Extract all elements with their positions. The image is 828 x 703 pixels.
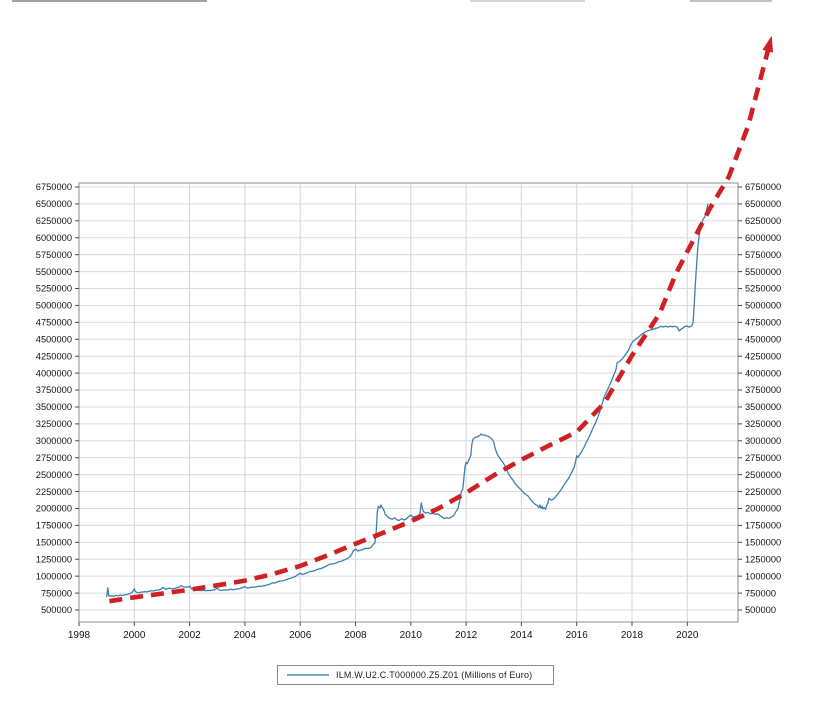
y-axis-tick-label-left: 5750000 [36, 250, 72, 260]
y-axis-tick-label-right: 5750000 [745, 250, 781, 260]
x-axis-tick-label: 2000 [123, 630, 146, 641]
y-axis-tick-label-left: 2750000 [36, 453, 72, 463]
y-axis-tick-label-left: 5500000 [36, 267, 72, 277]
y-axis-tick-label-right: 6500000 [745, 199, 781, 209]
legend-series-label: ILM.W.U2.C.T000000.Z5.Z01 (Millions of E… [336, 670, 533, 680]
y-axis-tick-label-left: 6000000 [36, 233, 72, 243]
y-axis-tick-label-right: 1250000 [745, 554, 781, 564]
y-axis-tick-label-left: 1500000 [36, 538, 72, 548]
y-axis-tick-label-left: 1250000 [36, 554, 72, 564]
y-axis-tick-label-right: 3000000 [745, 436, 781, 446]
y-axis-tick-label-right: 3750000 [745, 385, 781, 395]
clipped-title-remnant [470, 0, 585, 2]
x-axis-tick-label: 2008 [344, 630, 367, 641]
x-axis-tick-label: 2020 [676, 630, 699, 641]
y-axis-tick-label-right: 2750000 [745, 453, 781, 463]
y-axis-tick-label-left: 500000 [41, 605, 72, 615]
y-axis-tick-label-left: 3000000 [36, 436, 72, 446]
y-axis-tick-label-right: 4500000 [745, 334, 781, 344]
plot-border [78, 182, 739, 623]
y-axis-tick-label-left: 6750000 [36, 182, 72, 192]
clipped-title-remnant [690, 0, 772, 2]
x-axis-tick-label: 2012 [455, 630, 478, 641]
x-axis-tick-label: 2016 [566, 630, 589, 641]
y-axis-tick-label-right: 4250000 [745, 351, 781, 361]
y-axis-tick-label-left: 4500000 [36, 334, 72, 344]
y-axis-tick-label-left: 6250000 [36, 216, 72, 226]
y-axis-tick-label-left: 6500000 [36, 199, 72, 209]
y-axis-tick-label-left: 1750000 [36, 521, 72, 531]
x-axis-tick-label: 2004 [234, 630, 257, 641]
x-axis-tick-label: 2010 [400, 630, 423, 641]
y-axis-tick-label-right: 6250000 [745, 216, 781, 226]
x-axis-tick-label: 2002 [178, 630, 201, 641]
y-axis-tick-label-right: 1750000 [745, 521, 781, 531]
y-axis-tick-label-right: 2500000 [745, 470, 781, 480]
y-axis-tick-label-right: 2000000 [745, 504, 781, 514]
trend-arrowhead-icon [762, 35, 773, 53]
y-axis-tick-label-right: 2250000 [745, 487, 781, 497]
legend: ILM.W.U2.C.T000000.Z5.Z01 (Millions of E… [277, 665, 554, 685]
x-axis-tick-label: 2018 [621, 630, 644, 641]
y-axis-tick-label-right: 3250000 [745, 419, 781, 429]
y-axis-tick-label-left: 4250000 [36, 351, 72, 361]
x-axis-tick-label: 2006 [289, 630, 312, 641]
y-axis-tick-label-right: 4750000 [745, 318, 781, 328]
y-axis-tick-label-right: 3500000 [745, 402, 781, 412]
y-axis-tick-label-left: 3250000 [36, 419, 72, 429]
y-axis-tick-label-right: 750000 [745, 588, 776, 598]
clipped-title-remnant [12, 0, 207, 2]
y-axis-tick-label-left: 3750000 [36, 385, 72, 395]
y-axis-tick-label-right: 4000000 [745, 368, 781, 378]
y-axis-tick-label-right: 6000000 [745, 233, 781, 243]
trend-arrow-line [109, 40, 773, 604]
y-axis-tick-label-left: 750000 [41, 588, 72, 598]
x-axis-tick-label: 1998 [68, 630, 91, 641]
y-axis-tick-label-left: 2500000 [36, 470, 72, 480]
y-axis-tick-label-right: 6750000 [745, 182, 781, 192]
y-axis-tick-label-left: 5250000 [36, 284, 72, 294]
y-axis-tick-label-right: 500000 [745, 605, 776, 615]
x-axis-tick-label: 2014 [510, 630, 533, 641]
y-axis-tick-label-left: 2000000 [36, 504, 72, 514]
legend-line-sample-icon [287, 674, 329, 676]
y-axis-tick-label-left: 5000000 [36, 301, 72, 311]
y-axis-tick-label-right: 5000000 [745, 301, 781, 311]
y-axis-tick-label-left: 2250000 [36, 487, 72, 497]
y-axis-tick-label-right: 1500000 [745, 538, 781, 548]
y-axis-tick-label-left: 3500000 [36, 402, 72, 412]
y-axis-tick-label-left: 4000000 [36, 368, 72, 378]
y-axis-tick-label-left: 1000000 [36, 571, 72, 581]
data-series-line [106, 203, 709, 598]
y-axis-tick-label-right: 5500000 [745, 267, 781, 277]
y-axis-tick-label-right: 1000000 [745, 571, 781, 581]
y-axis-tick-label-right: 5250000 [745, 284, 781, 294]
y-axis-tick-label-left: 4750000 [36, 318, 72, 328]
